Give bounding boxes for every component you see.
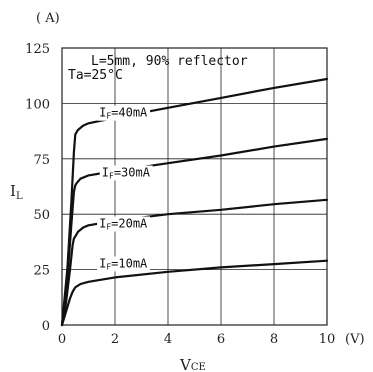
plot-frame xyxy=(61,47,328,326)
series-label-sub: F xyxy=(106,262,111,271)
y-tick-label: 50 xyxy=(33,208,50,223)
series-label-background xyxy=(97,216,151,232)
series-label-3: IF=30mA xyxy=(102,166,151,181)
x-tick-label: 10 xyxy=(319,332,336,347)
annotation-temperature: Ta=25°C xyxy=(68,68,123,83)
series-label-rest: =20mA xyxy=(111,216,148,230)
y-axis-unit: ( A) xyxy=(36,11,60,26)
grid-lines xyxy=(62,48,327,325)
x-tick-label: 6 xyxy=(217,332,225,347)
y-axis-label: IL xyxy=(10,182,23,202)
series-label-main: I xyxy=(99,256,106,270)
series-label-rest: =10mA xyxy=(111,256,148,270)
series-label-sub: F xyxy=(109,172,114,181)
y-tick-label: 0 xyxy=(42,319,50,334)
series-label-4: IF=40mA xyxy=(99,106,148,121)
series-line-3 xyxy=(60,137,329,327)
series-label-rest: =30mA xyxy=(114,166,151,180)
x-tick-label: 8 xyxy=(270,332,278,347)
x-tick-label: 2 xyxy=(111,332,119,347)
series-label-sub: F xyxy=(106,222,111,231)
y-tick-label: 25 xyxy=(33,264,50,279)
x-axis-unit: (V) xyxy=(345,332,365,347)
x-axis-label: VCE xyxy=(179,356,206,372)
x-axis-label-main: V xyxy=(179,356,192,372)
x-tick-label: 4 xyxy=(164,332,172,347)
series-label-1: IF=10mA xyxy=(99,256,148,271)
series-line-4 xyxy=(60,77,329,327)
y-tick-label: 75 xyxy=(33,153,50,168)
series-label-sub: F xyxy=(106,112,111,121)
y-axis-label-sub: L xyxy=(16,191,23,202)
series-label-rest: =40mA xyxy=(111,106,148,120)
series-label-2: IF=20mA xyxy=(99,216,148,231)
series-line-2 xyxy=(60,198,329,327)
series-label-background xyxy=(97,105,151,121)
y-axis-label-main: I xyxy=(10,182,16,200)
series-label-main: I xyxy=(99,106,106,120)
series-label-background xyxy=(99,165,153,181)
y-tick-label: 125 xyxy=(25,42,50,57)
x-axis-label-sub: CE xyxy=(191,362,206,372)
series-label-background xyxy=(97,256,151,272)
x-tick-label: 0 xyxy=(58,332,66,347)
series-line-1 xyxy=(60,259,329,327)
series-label-main: I xyxy=(102,166,109,180)
series-label-main: I xyxy=(99,216,106,230)
y-tick-label: 100 xyxy=(25,97,50,112)
annotation-reflector: L=5mm, 90% reflector xyxy=(91,54,248,69)
